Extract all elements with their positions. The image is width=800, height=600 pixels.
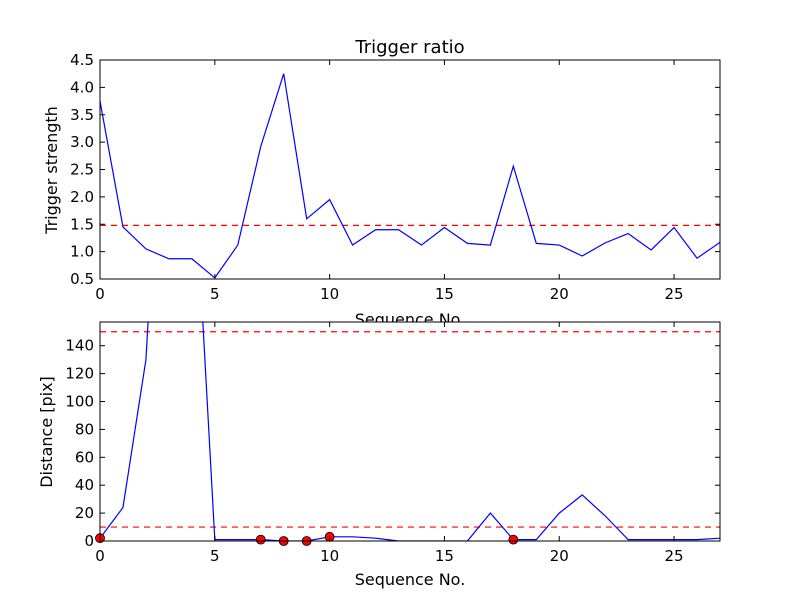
bottom-chart-panel: 0 5 10 15 20 25 0 20 40 60 80 100 120 140 Sequence No… [37, 321, 721, 589]
top-series-line-0 [100, 73, 720, 279]
top-y-tick-label-3: 2.0 [70, 188, 94, 206]
bottom-y-tick-label-6: 120 [65, 365, 94, 383]
top-y-tick-label-0: 0.5 [70, 270, 94, 288]
bottom-x-tick-label-4: 20 [550, 547, 569, 565]
top-x-tick-label-0: 0 [95, 285, 105, 303]
top-chart-panel: 0 5 10 15 20 25 0.5 1.0 1.5 2.0 2.5 3.0 3.5 4.0 4.5 Tr… [42, 37, 721, 329]
top-chart-title: Trigger ratio [354, 37, 464, 58]
bottom-y-tick-label-1: 20 [75, 504, 94, 522]
bottom-y-tick-label-5: 100 [65, 393, 94, 411]
top-y-tick-label-6: 3.5 [70, 106, 94, 124]
top-x-tick-label-4: 20 [550, 285, 569, 303]
bottom-y-axis-label: Distance [pix] [37, 376, 56, 488]
bottom-x-tick-label-2: 10 [320, 547, 339, 565]
top-y-tick-label-1: 1.0 [70, 243, 94, 261]
bottom-y-tick-label-3: 60 [75, 448, 94, 466]
bottom-series-line-0 [100, 322, 720, 541]
top-y-tick-label-8: 4.5 [70, 51, 94, 69]
top-y-axis-label: Trigger strength [42, 106, 61, 235]
bottom-x-tick-label-1: 5 [210, 547, 220, 565]
top-y-tick-label-7: 4.0 [70, 78, 94, 96]
bottom-x-axis-label: Sequence No. [355, 570, 466, 589]
bottom-marker-1 [255, 534, 266, 545]
bottom-y-tick-label-0: 0 [84, 532, 94, 550]
top-y-tick-label-2: 1.5 [70, 215, 94, 233]
bottom-y-tick-label-2: 40 [75, 476, 94, 494]
top-plot-area [100, 60, 720, 279]
bottom-plot-frame [99, 321, 721, 542]
bottom-y-tick-label-4: 80 [75, 420, 94, 438]
bottom-marker-5 [508, 534, 519, 545]
top-y-tick-label-5: 3.0 [70, 133, 94, 151]
bottom-x-tick-label-3: 15 [435, 547, 454, 565]
top-x-tick-label-2: 10 [320, 285, 339, 303]
top-x-tick-label-3: 15 [435, 285, 454, 303]
top-x-tick-label-5: 25 [665, 285, 684, 303]
bottom-y-tick-label-7: 140 [65, 337, 94, 355]
bottom-x-tick-label-0: 0 [95, 547, 105, 565]
bottom-plot-area [100, 322, 720, 541]
bottom-x-tick-label-5: 25 [665, 547, 684, 565]
top-y-tick-label-4: 2.5 [70, 161, 94, 179]
top-x-tick-label-1: 5 [210, 285, 220, 303]
